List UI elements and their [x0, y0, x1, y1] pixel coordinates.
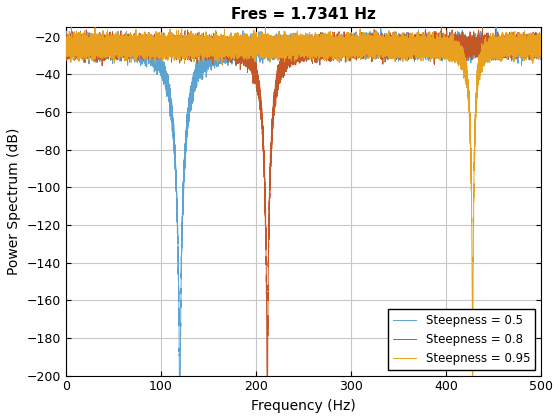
- Title: Fres = 1.7341 Hz: Fres = 1.7341 Hz: [231, 7, 376, 22]
- Steepness = 0.5: [410, 34, 417, 39]
- Steepness = 0.95: [391, 47, 398, 52]
- Steepness = 0.8: [298, 47, 305, 52]
- Steepness = 0.95: [92, 35, 99, 40]
- Steepness = 0.8: [438, 25, 445, 30]
- Line: Steepness = 0.5: Steepness = 0.5: [66, 27, 541, 375]
- X-axis label: Frequency (Hz): Frequency (Hz): [251, 399, 356, 413]
- Steepness = 0.95: [62, 47, 69, 52]
- Steepness = 0.5: [92, 37, 99, 42]
- Steepness = 0.5: [493, 25, 500, 30]
- Steepness = 0.95: [469, 373, 476, 378]
- Steepness = 0.5: [176, 373, 183, 378]
- Steepness = 0.5: [479, 46, 486, 51]
- Steepness = 0.8: [62, 48, 69, 53]
- Steepness = 0.5: [62, 45, 69, 50]
- Steepness = 0.8: [264, 373, 270, 378]
- Line: Steepness = 0.8: Steepness = 0.8: [66, 27, 541, 375]
- Line: Steepness = 0.95: Steepness = 0.95: [66, 27, 541, 375]
- Steepness = 0.95: [410, 46, 417, 51]
- Steepness = 0.8: [479, 45, 486, 50]
- Steepness = 0.8: [208, 49, 215, 54]
- Steepness = 0.95: [538, 38, 544, 43]
- Steepness = 0.5: [208, 55, 215, 60]
- Steepness = 0.8: [391, 42, 398, 47]
- Steepness = 0.8: [410, 47, 417, 52]
- Steepness = 0.8: [538, 39, 544, 44]
- Y-axis label: Power Spectrum (dB): Power Spectrum (dB): [7, 128, 21, 275]
- Steepness = 0.5: [538, 33, 544, 38]
- Steepness = 0.5: [391, 39, 398, 44]
- Steepness = 0.95: [262, 25, 269, 30]
- Steepness = 0.5: [298, 50, 305, 55]
- Steepness = 0.95: [479, 59, 486, 64]
- Steepness = 0.95: [298, 42, 305, 47]
- Steepness = 0.95: [208, 38, 215, 43]
- Legend: Steepness = 0.5, Steepness = 0.8, Steepness = 0.95: Steepness = 0.5, Steepness = 0.8, Steepn…: [388, 310, 535, 370]
- Steepness = 0.8: [92, 45, 99, 50]
